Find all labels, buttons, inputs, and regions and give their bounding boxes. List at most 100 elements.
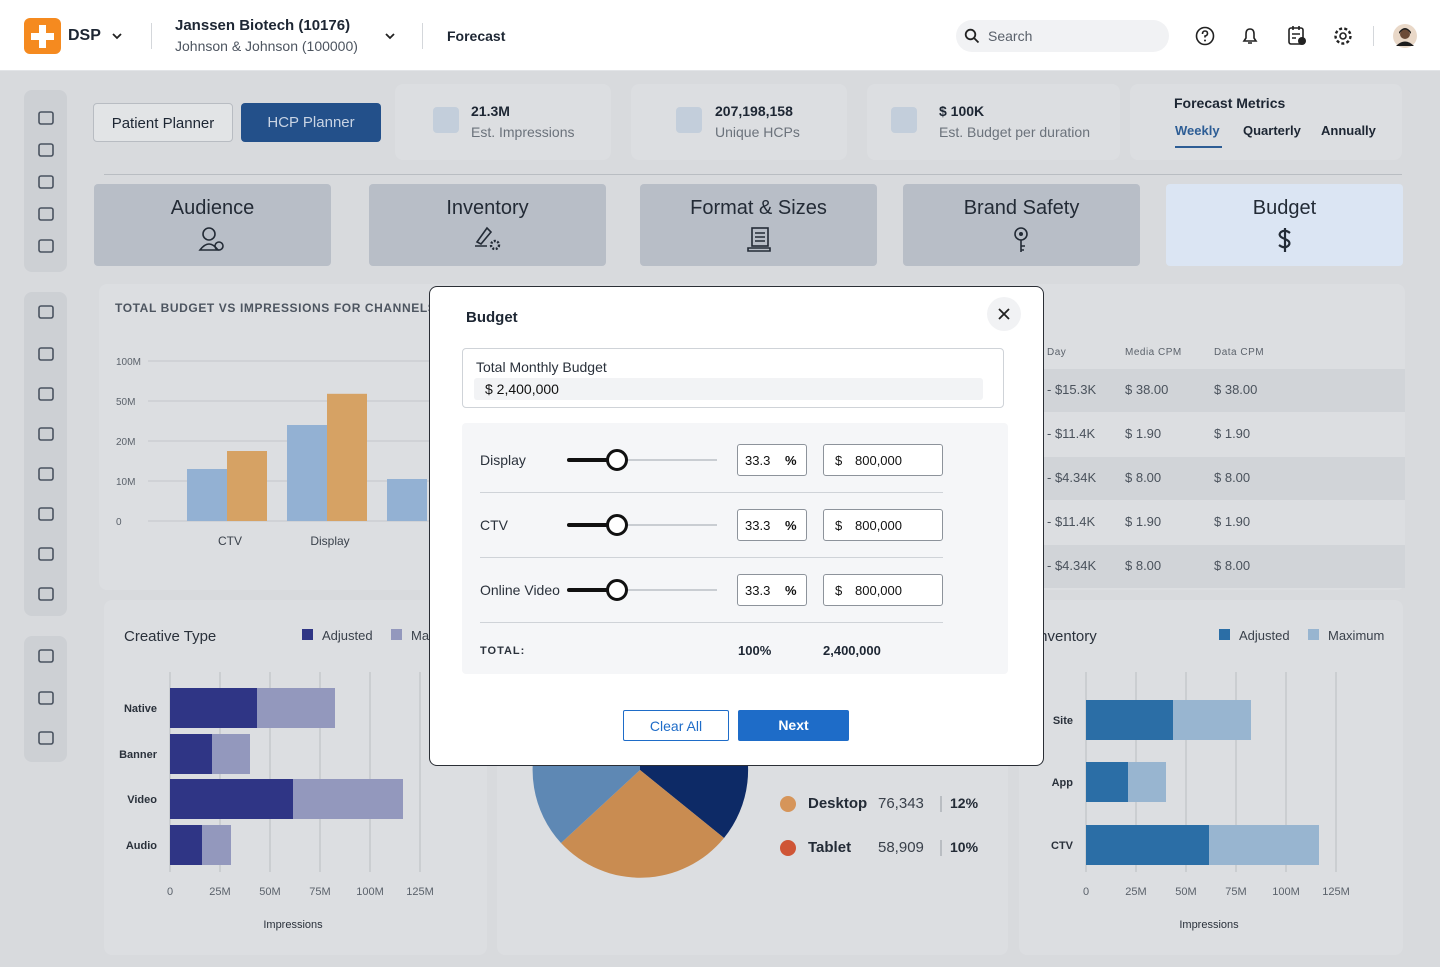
y-tick-label: Native [124,703,157,715]
bar [170,779,293,819]
channel-label: Display [480,452,526,468]
x-axis-label: Impressions [1179,919,1239,931]
slider-track [567,524,717,526]
metric-icon [676,107,702,133]
sidebar-group [24,636,67,762]
logo[interactable] [24,18,61,54]
tab[interactable]: Patient Planner [93,103,233,142]
nav-icon-shape [38,691,54,705]
table-cell: $ 8.00 [1125,470,1162,485]
tab-active[interactable]: HCP Planner [241,103,381,142]
nav-icon[interactable] [37,110,55,126]
field-value: $ 2,400,000 [485,381,559,397]
nav-icon-shape [38,111,54,125]
legend-share: 12% [950,795,979,811]
nav-icon[interactable] [37,386,55,402]
channel-label: CTV [480,517,508,533]
x-tick-label: 25M [209,886,230,898]
percent-input[interactable]: 33.3% [737,574,807,606]
nav-icon[interactable] [37,586,55,602]
percent-input[interactable]: 33.3% [737,509,807,541]
x-tick-label: 50M [1175,886,1196,898]
slider-thumb[interactable] [605,579,628,601]
slider-track [567,589,717,591]
search-placeholder: Search [988,28,1033,44]
table-row-bg [1043,545,1405,588]
step[interactable]: Format & Sizes [640,184,877,266]
amount-input[interactable]: $800,000 [823,444,943,476]
amount-input[interactable]: $800,000 [823,509,943,541]
nav-icon[interactable] [37,346,55,362]
nav-icon[interactable] [37,142,55,158]
table-cell: $ 1.90 [1125,426,1162,441]
percent-input[interactable]: 33.3% [737,444,807,476]
nav-icon[interactable] [37,730,55,746]
legend-count: 58,909 [878,839,924,856]
nav-icon[interactable] [37,466,55,482]
total-amount: 2,400,000 [823,643,881,658]
nav-icon[interactable] [37,690,55,706]
step-active[interactable]: Budget [1166,184,1403,266]
slider-thumb[interactable] [605,514,628,536]
nav-icon-shape [38,347,54,361]
y-tick-label: CTV [1051,840,1074,852]
period-option[interactable]: Quarterly [1243,123,1301,138]
table-cell: $ 38.00 [1214,382,1258,397]
legend-swatch [302,629,313,640]
search-box[interactable]: Search [956,20,1169,52]
metric-label: Est. Impressions [471,124,575,140]
metric-label: Unique HCPs [715,124,800,140]
step[interactable]: Audience [94,184,331,266]
nav-icon-shape [38,239,54,253]
metric-card: 21.3M Est. Impressions [395,84,611,160]
period-option[interactable]: Annually [1321,123,1376,138]
nav-icon[interactable] [37,506,55,522]
nav-icon[interactable] [37,206,55,222]
pie-slice [561,770,724,878]
step[interactable]: Brand Safety [903,184,1140,266]
nav-icon[interactable] [37,174,55,190]
brand: DSP [68,27,101,44]
bell-icon[interactable] [1241,26,1259,46]
bar [327,393,367,521]
step-label: Inventory [446,197,529,219]
nav-icon[interactable] [37,426,55,442]
nav-icon[interactable] [37,238,55,254]
chevron[interactable] [384,31,396,41]
table-header: Data CPM [1214,347,1265,358]
calendar-icon[interactable] [1287,25,1307,46]
page-title: Forecast [447,28,506,44]
help-icon[interactable] [1195,26,1215,46]
nav-icon-shape [38,305,54,319]
table-cell: $ 1.90 [1214,514,1251,529]
settings-icon[interactable] [1333,26,1353,46]
step[interactable]: Inventory [369,184,606,266]
bar [227,451,267,521]
step-label: Format & Sizes [690,197,827,219]
table-cell: $ 8.00 [1214,558,1251,573]
nav-icon[interactable] [37,546,55,562]
next-button[interactable]: Next [738,710,849,741]
amount-input[interactable]: $800,000 [823,574,943,606]
period-option[interactable]: Weekly [1175,123,1220,138]
step-icon [1014,227,1028,252]
y-tick-label: 10M [116,477,135,488]
legend-swatch [391,629,402,640]
nav-icon[interactable] [37,304,55,320]
channel-label: Online Video [480,582,560,598]
nav-icon-shape [38,587,54,601]
chevron[interactable] [111,31,123,41]
nav-icon-shape [38,207,54,221]
avatar[interactable] [1393,24,1417,48]
clear-button[interactable]: Clear All [623,710,729,741]
close-button[interactable] [987,297,1021,331]
nav-icon[interactable] [37,648,55,664]
top-bar: DSP Janssen Biotech (10176) Johnson & Jo… [0,0,1440,71]
creative-panel [104,600,487,955]
table-cell: - $15.3K [1047,382,1097,397]
slider-thumb[interactable] [605,449,628,471]
bar [1086,762,1128,802]
total-budget-field[interactable]: Total Monthly Budget $ 2,400,000 [462,348,1004,408]
